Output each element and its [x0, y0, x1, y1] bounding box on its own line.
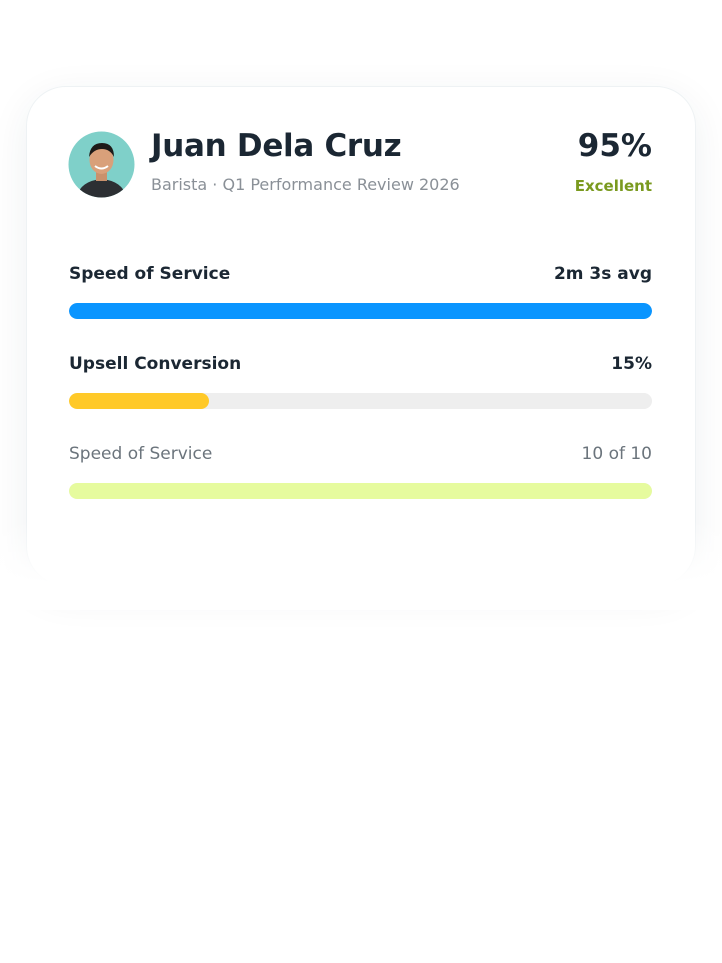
- employee-subtitle: Barista · Q1 Performance Review 2026: [151, 175, 460, 194]
- progress-track: [69, 483, 652, 499]
- fade: [0, 520, 722, 610]
- metric-label: Upsell Conversion: [69, 354, 242, 374]
- progress-fill: [69, 483, 652, 499]
- metric-value: 10 of 10: [581, 444, 652, 464]
- metric-value: 2m 3s avg: [553, 264, 652, 284]
- avatar: [68, 131, 135, 198]
- progress-track: [69, 303, 652, 319]
- review-card: [26, 86, 696, 586]
- rating: Excellent: [574, 177, 652, 195]
- progress-fill: [69, 303, 652, 319]
- employee-name: Juan Dela Cruz: [151, 128, 402, 164]
- progress-fill: [69, 393, 209, 409]
- metric-label: Speed of Service: [69, 444, 213, 464]
- metric-value: 15%: [611, 354, 652, 374]
- overall-score: 95%: [577, 128, 652, 164]
- progress-track: [69, 393, 652, 409]
- metric-label: Speed of Service: [69, 264, 231, 284]
